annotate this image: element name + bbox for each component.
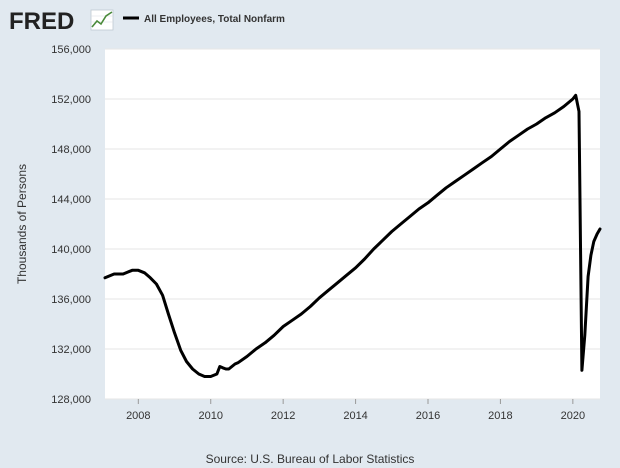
logo-text: FRED <box>9 8 74 35</box>
x-tick-label: 2010 <box>198 410 222 422</box>
y-tick-label: 144,000 <box>51 194 91 206</box>
y-tick-label: 148,000 <box>51 144 91 156</box>
gridlines <box>105 48 600 400</box>
fred-logo[interactable]: FRED <box>9 8 114 35</box>
y-tick-label: 140,000 <box>51 244 91 256</box>
series-line[interactable] <box>103 93 602 378</box>
x-tick-label: 2016 <box>416 410 440 422</box>
y-tick-label: 128,000 <box>51 394 91 406</box>
x-tick-label: 2012 <box>271 410 295 422</box>
y-tick-label: 156,000 <box>51 44 91 56</box>
source-note: Source: U.S. Bureau of Labor Statistics <box>206 452 415 466</box>
x-tick-label: 2020 <box>561 410 585 422</box>
y-tick-label: 152,000 <box>51 94 91 106</box>
x-tick-label: 2018 <box>488 410 512 422</box>
y-tick-label: 136,000 <box>51 294 91 306</box>
x-axis-ticks: 2008 2010 2012 2014 2016 2018 2020 <box>126 399 585 422</box>
legend: All Employees, Total Nonfarm <box>123 14 285 25</box>
y-tick-label: 132,000 <box>51 344 91 356</box>
x-tick-label: 2008 <box>126 410 150 422</box>
y-axis-title: Thousands of Persons <box>15 164 29 284</box>
x-tick-label: 2014 <box>343 410 367 422</box>
plot-area <box>105 49 600 399</box>
series-layer <box>103 93 602 378</box>
legend-label: All Employees, Total Nonfarm <box>144 14 285 25</box>
line-chart-icon <box>90 9 114 31</box>
y-axis-ticks: 128,000 132,000 136,000 140,000 144,000 148,0… <box>51 44 91 406</box>
